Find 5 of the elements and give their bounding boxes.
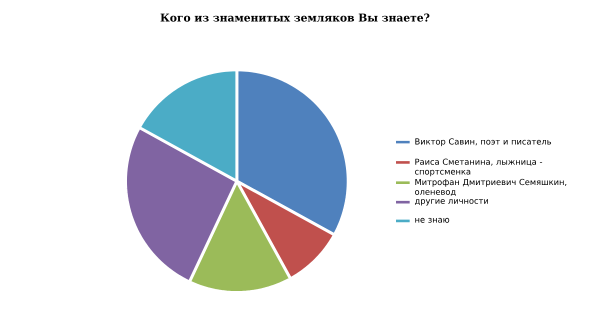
legend-label: Виктор Савин, поэт и писатель — [415, 138, 552, 146]
legend-label: Раиса Сметанина, лыжница - спортсменка — [415, 158, 542, 176]
legend-label: не знаю — [415, 218, 450, 223]
legend-label: другие личности — [414, 199, 488, 206]
chart-title: Кого из знаменитых земляков Вы знаете? — [160, 14, 430, 22]
